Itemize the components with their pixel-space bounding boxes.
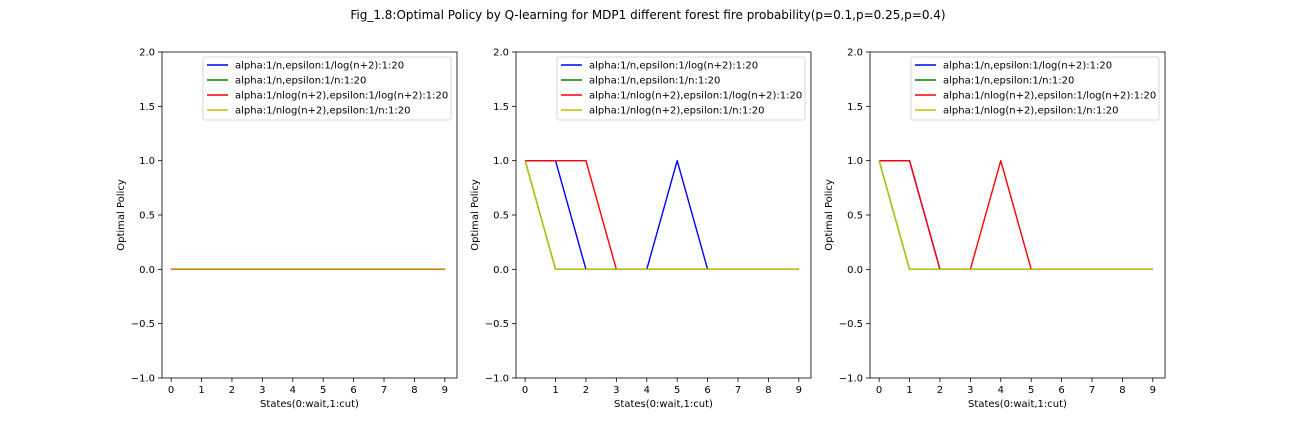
series-line-4 bbox=[524, 160, 799, 271]
y-tick-label: −0.5 bbox=[131, 319, 155, 330]
y-axis-label: Optimal Policy bbox=[824, 179, 835, 251]
y-tick-label: 0.0 bbox=[493, 265, 509, 276]
legend-entry: alpha:1/nlog(n+2),epsilon:1/n:1:20 bbox=[943, 106, 1118, 117]
y-tick-label: 1.5 bbox=[493, 102, 509, 113]
chart-panel-2: 0 1 2 3 4 5 6 7 8 9 −1.0 −0.5 0.0 0.5 1.0 1.5 2.0 States(… bbox=[470, 48, 812, 410]
x-tick-label: 2 bbox=[229, 385, 235, 396]
y-tick-label: −1.0 bbox=[485, 374, 509, 385]
legend-entry: alpha:1/nlog(n+2),epsilon:1/log(n+2):1:2… bbox=[943, 91, 1156, 102]
legend-box bbox=[202, 56, 452, 121]
x-tick-label: 1 bbox=[552, 385, 558, 396]
legend: alpha:1/n,epsilon:1/log(n+2):1:20 alpha:1… bbox=[910, 56, 1160, 121]
legend-entry: alpha:1/nlog(n+2),epsilon:1/n:1:20 bbox=[235, 106, 410, 117]
x-tick-label: 3 bbox=[259, 385, 265, 396]
y-tick-label: 1.0 bbox=[139, 156, 155, 167]
x-axis-label: States(0:wait,1:cut) bbox=[260, 399, 359, 410]
y-tick-label: 0.5 bbox=[493, 211, 509, 222]
legend-entry: alpha:1/nlog(n+2),epsilon:1/log(n+2):1:2… bbox=[589, 91, 802, 102]
x-tick-label: 8 bbox=[765, 385, 771, 396]
x-tick-label: 0 bbox=[168, 385, 174, 396]
y-tick-label: 0.5 bbox=[847, 211, 863, 222]
y-tick-label: −0.5 bbox=[485, 319, 509, 330]
x-tick-label: 4 bbox=[290, 385, 296, 396]
x-tick-label: 8 bbox=[1119, 385, 1125, 396]
y-tick-label: 2.0 bbox=[847, 48, 863, 59]
legend-entry: alpha:1/nlog(n+2),epsilon:1/log(n+2):1:2… bbox=[235, 91, 448, 102]
x-tick-label: 9 bbox=[442, 385, 448, 396]
x-tick-label: 6 bbox=[704, 385, 710, 396]
legend-entry: alpha:1/n,epsilon:1/log(n+2):1:20 bbox=[235, 61, 404, 72]
y-tick-label: −0.5 bbox=[839, 319, 863, 330]
x-tick-label: 4 bbox=[644, 385, 650, 396]
series-line-4 bbox=[878, 160, 1153, 271]
legend-entry: alpha:1/n,epsilon:1/n:1:20 bbox=[589, 76, 720, 87]
x-tick-label: 8 bbox=[411, 385, 417, 396]
y-axis-label: Optimal Policy bbox=[116, 179, 127, 251]
y-tick-label: −1.0 bbox=[131, 374, 155, 385]
y-tick-label: 1.5 bbox=[139, 102, 155, 113]
legend: alpha:1/n,epsilon:1/log(n+2):1:20 alpha:1… bbox=[202, 56, 452, 121]
legend-entry: alpha:1/n,epsilon:1/n:1:20 bbox=[943, 76, 1074, 87]
x-tick-label: 7 bbox=[735, 385, 741, 396]
y-tick-label: 2.0 bbox=[139, 48, 155, 59]
y-tick-label: 0.0 bbox=[139, 265, 155, 276]
x-tick-label: 7 bbox=[381, 385, 387, 396]
x-tick-label: 9 bbox=[1150, 385, 1156, 396]
x-tick-label: 0 bbox=[522, 385, 528, 396]
x-axis-label: States(0:wait,1:cut) bbox=[968, 399, 1067, 410]
legend-entry: alpha:1/n,epsilon:1/log(n+2):1:20 bbox=[589, 61, 758, 72]
y-tick-label: 0.5 bbox=[139, 211, 155, 222]
y-tick-label: −1.0 bbox=[839, 374, 863, 385]
x-tick-label: 2 bbox=[937, 385, 943, 396]
x-tick-label: 1 bbox=[198, 385, 204, 396]
x-tick-label: 0 bbox=[876, 385, 882, 396]
y-tick-label: 0.0 bbox=[847, 265, 863, 276]
y-tick-label: 1.5 bbox=[847, 102, 863, 113]
legend: alpha:1/n,epsilon:1/log(n+2):1:20 alpha:1… bbox=[556, 56, 806, 121]
x-tick-label: 7 bbox=[1089, 385, 1095, 396]
y-tick-label: 1.0 bbox=[847, 156, 863, 167]
legend-entry: alpha:1/n,epsilon:1/n:1:20 bbox=[235, 76, 366, 87]
x-tick-label: 5 bbox=[1028, 385, 1034, 396]
legend-entry: alpha:1/nlog(n+2),epsilon:1/n:1:20 bbox=[589, 106, 764, 117]
x-tick-label: 6 bbox=[350, 385, 356, 396]
y-tick-label: 1.0 bbox=[493, 156, 509, 167]
x-tick-label: 4 bbox=[998, 385, 1004, 396]
legend-box bbox=[556, 56, 806, 121]
x-tick-label: 5 bbox=[674, 385, 680, 396]
x-tick-label: 5 bbox=[320, 385, 326, 396]
x-tick-label: 6 bbox=[1058, 385, 1064, 396]
figure-suptitle: Fig_1.8:Optimal Policy by Q-learning for… bbox=[350, 8, 945, 22]
chart-panel-1: 0 1 2 3 4 5 6 7 8 9 −1.0 −0.5 0.0 0.5 1.0 1.5 2.0 States(… bbox=[116, 48, 458, 410]
y-tick-label: 2.0 bbox=[493, 48, 509, 59]
legend-box bbox=[910, 56, 1160, 121]
x-tick-label: 9 bbox=[796, 385, 802, 396]
y-axis-label: Optimal Policy bbox=[470, 179, 481, 251]
x-tick-label: 3 bbox=[613, 385, 619, 396]
legend-entry: alpha:1/n,epsilon:1/log(n+2):1:20 bbox=[943, 61, 1112, 72]
x-tick-label: 1 bbox=[906, 385, 912, 396]
chart-panel-3: 0 1 2 3 4 5 6 7 8 9 −1.0 −0.5 0.0 0.5 1.0 1.5 2.0 States(… bbox=[824, 48, 1166, 410]
x-tick-label: 3 bbox=[967, 385, 973, 396]
x-axis-label: States(0:wait,1:cut) bbox=[614, 399, 713, 410]
x-tick-label: 2 bbox=[583, 385, 589, 396]
